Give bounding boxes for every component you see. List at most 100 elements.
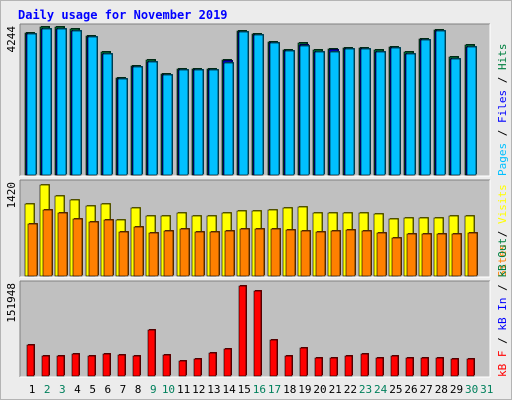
panel-kbytes: 151948 kB F / kB In / kB Out — [5, 238, 509, 378]
bar-sites — [133, 226, 144, 277]
bar-sites — [27, 223, 38, 277]
legend-separator: / — [496, 70, 509, 90]
bar-kb-f — [102, 353, 111, 377]
bar-pages — [360, 48, 371, 176]
bar-sites — [467, 232, 478, 277]
bar-kb-f — [360, 353, 369, 377]
max-value-label: 151948 — [5, 283, 18, 323]
day-label: 15 — [238, 383, 251, 396]
day-label: 13 — [207, 383, 220, 396]
panel-hits-files-pages: 4244 Pages / Files / Hits — [5, 23, 509, 177]
legend-entry: kB F — [496, 351, 509, 378]
bar-kb-f — [41, 355, 50, 377]
bar-sites — [421, 233, 432, 277]
legend-entry: Sites — [496, 244, 509, 277]
bar-sites — [300, 230, 311, 277]
bar-kb-f — [314, 357, 323, 377]
day-label: 8 — [135, 383, 142, 396]
bar-pages — [162, 74, 173, 176]
bar-sites — [406, 233, 417, 277]
day-label: 20 — [313, 383, 326, 396]
day-label: 6 — [104, 383, 111, 396]
bar-kb-f — [223, 348, 232, 377]
legend-separator: / — [496, 331, 509, 351]
bar-sites — [88, 221, 99, 277]
bar-kb-f — [238, 285, 247, 377]
bar-pages — [253, 34, 264, 176]
bar-pages — [117, 78, 128, 176]
panel-legend: Pages / Files / Hits — [496, 44, 509, 177]
bar-kb-f — [435, 357, 444, 377]
bar-sites — [148, 232, 159, 277]
day-label: 26 — [404, 383, 417, 396]
bar-kb-f — [466, 358, 475, 377]
day-label: 10 — [162, 383, 175, 396]
bar-sites — [42, 209, 53, 277]
max-value-label: 1420 — [5, 182, 18, 209]
bar-sites — [330, 230, 341, 277]
bar-pages — [132, 66, 143, 176]
bar-sites — [57, 212, 68, 277]
bar-pages — [87, 36, 98, 176]
bar-pages — [208, 69, 219, 176]
bar-sites — [254, 228, 265, 277]
bar-kb-f — [253, 290, 262, 377]
bar-pages — [450, 58, 461, 176]
bar-kb-f — [269, 339, 278, 377]
day-label: 1 — [29, 383, 36, 396]
bar-pages — [41, 28, 52, 176]
bar-kb-f — [193, 358, 202, 377]
bar-sites — [179, 228, 190, 277]
day-label: 5 — [89, 383, 96, 396]
day-label: 23 — [359, 383, 372, 396]
day-label: 7 — [120, 383, 127, 396]
bar-pages — [193, 69, 204, 176]
bar-sites — [118, 231, 129, 277]
day-label: 19 — [298, 383, 311, 396]
legend-entry: Pages — [496, 143, 509, 176]
panel-legend: Sites / Visits — [496, 184, 509, 277]
bar-sites — [376, 232, 387, 277]
day-label: 27 — [420, 383, 433, 396]
max-value-label: 4244 — [5, 26, 18, 53]
bar-pages — [420, 39, 431, 176]
bar-pages — [375, 51, 386, 176]
day-label: 9 — [150, 383, 157, 396]
day-label: 2 — [44, 383, 51, 396]
bar-sites — [194, 231, 205, 277]
day-label: 22 — [344, 383, 357, 396]
bar-sites — [209, 231, 220, 277]
day-label: 12 — [192, 383, 205, 396]
day-label: 21 — [329, 383, 342, 396]
bar-sites — [270, 228, 281, 277]
bar-pages — [178, 69, 189, 176]
bar-kb-f — [117, 354, 126, 377]
day-label: 30 — [465, 383, 478, 396]
bar-pages — [26, 33, 37, 176]
legend-entry: Visits — [496, 184, 509, 224]
bar-kb-f — [26, 344, 35, 377]
bar-sites — [436, 233, 447, 277]
day-label: 11 — [177, 383, 190, 396]
bar-pages — [466, 46, 477, 176]
bar-sites — [72, 218, 83, 277]
bar-pages — [269, 42, 280, 176]
bar-sites — [103, 219, 114, 277]
bar-kb-f — [405, 357, 414, 377]
bar-pages — [344, 48, 355, 176]
day-label: 31 — [480, 383, 493, 396]
bar-pages — [299, 45, 310, 176]
bar-kb-f — [87, 355, 96, 377]
bar-pages — [223, 62, 234, 176]
bar-kb-f — [56, 355, 65, 377]
day-label: 14 — [222, 383, 236, 396]
bar-pages — [405, 53, 416, 176]
bar-sites — [361, 230, 372, 277]
legend-separator: / — [496, 123, 509, 143]
day-label: 4 — [74, 383, 81, 396]
bar-sites — [315, 231, 326, 277]
bar-sites — [285, 229, 296, 277]
bar-sites — [224, 230, 235, 277]
bar-kb-f — [178, 360, 187, 377]
